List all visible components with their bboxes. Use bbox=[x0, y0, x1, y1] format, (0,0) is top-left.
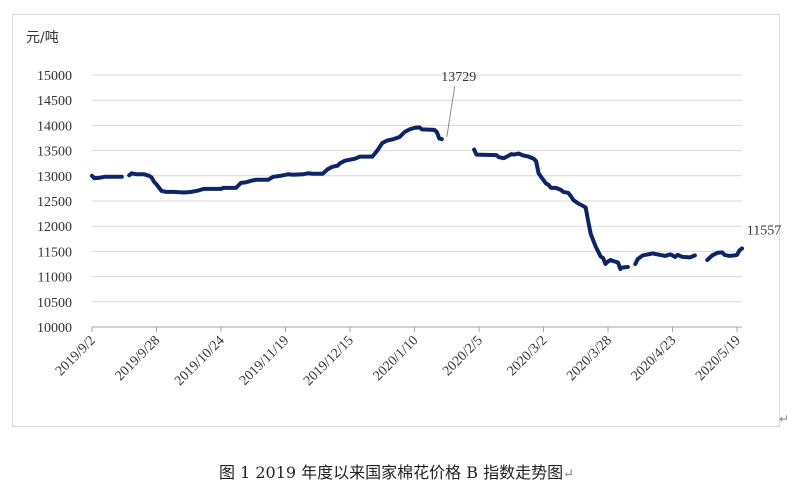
y-tick-label-12500: 12500 bbox=[37, 195, 72, 210]
x-tick-label-2: 2019/10/24 bbox=[172, 333, 228, 389]
x-tick-label-3: 2019/11/19 bbox=[237, 333, 292, 388]
axes bbox=[91, 326, 742, 332]
y-tick-label-14500: 14500 bbox=[37, 94, 72, 109]
series-segment-2 bbox=[472, 147, 623, 271]
data-label-13729: 13729 bbox=[441, 70, 476, 85]
x-tick-labels: 2019/9/2 2019/9/28 2019/10/24 2019/11/19 201… bbox=[53, 333, 744, 389]
data-labels: 13729 11557 bbox=[441, 70, 781, 238]
y-tick-label-12000: 12000 bbox=[37, 220, 72, 235]
series-segment-0 bbox=[90, 173, 124, 181]
y-axis-unit-label: 元/吨 bbox=[26, 30, 59, 46]
data-label-11557: 11557 bbox=[747, 224, 781, 239]
y-tick-label-15000: 15000 bbox=[37, 69, 72, 84]
caption-paragraph-mark: ↵ bbox=[563, 467, 574, 482]
y-tick-label-13500: 13500 bbox=[37, 145, 72, 160]
x-tick-label-10: 2020/5/19 bbox=[693, 333, 744, 384]
x-tick-label-0: 2019/9/2 bbox=[53, 333, 99, 379]
paragraph-mark: ↵ bbox=[779, 412, 790, 426]
x-tick-label-9: 2020/4/23 bbox=[629, 333, 680, 384]
x-tick-label-7: 2020/3/2 bbox=[505, 333, 551, 379]
y-tick-label-14000: 14000 bbox=[37, 119, 72, 134]
y-tick-label-11500: 11500 bbox=[38, 245, 72, 260]
series-segment-5 bbox=[705, 246, 744, 262]
x-tick-label-4: 2019/12/15 bbox=[301, 333, 357, 389]
cotton-price-chart: 10000 10500 11000 11500 12000 12500 13000 13500… bbox=[26, 30, 781, 389]
y-tick-label-13000: 13000 bbox=[37, 170, 72, 185]
y-tick-labels: 10000 10500 11000 11500 12000 12500 13000 13500… bbox=[37, 69, 72, 336]
series-segment-1 bbox=[127, 125, 444, 195]
series-segment-4 bbox=[633, 251, 697, 266]
x-tick-label-8: 2020/3/28 bbox=[564, 333, 615, 384]
x-tick-label-1: 2019/9/28 bbox=[113, 333, 164, 384]
y-tick-label-11000: 11000 bbox=[38, 271, 72, 286]
chart-frame bbox=[12, 14, 780, 427]
data-label-leader-line bbox=[446, 85, 456, 138]
x-tick-label-5: 2020/1/10 bbox=[371, 333, 422, 384]
caption-text: 图 1 2019 年度以来国家棉花价格 B 指数走势图 bbox=[219, 463, 564, 482]
series-line bbox=[90, 125, 744, 271]
series-segment-3 bbox=[620, 265, 630, 270]
y-tick-label-10000: 10000 bbox=[37, 321, 72, 336]
gridlines bbox=[92, 74, 742, 303]
y-tick-label-10500: 10500 bbox=[37, 296, 72, 311]
figure-caption: 图 1 2019 年度以来国家棉花价格 B 指数走势图↵ bbox=[0, 459, 793, 483]
x-tick-label-6: 2020/2/5 bbox=[440, 333, 486, 379]
